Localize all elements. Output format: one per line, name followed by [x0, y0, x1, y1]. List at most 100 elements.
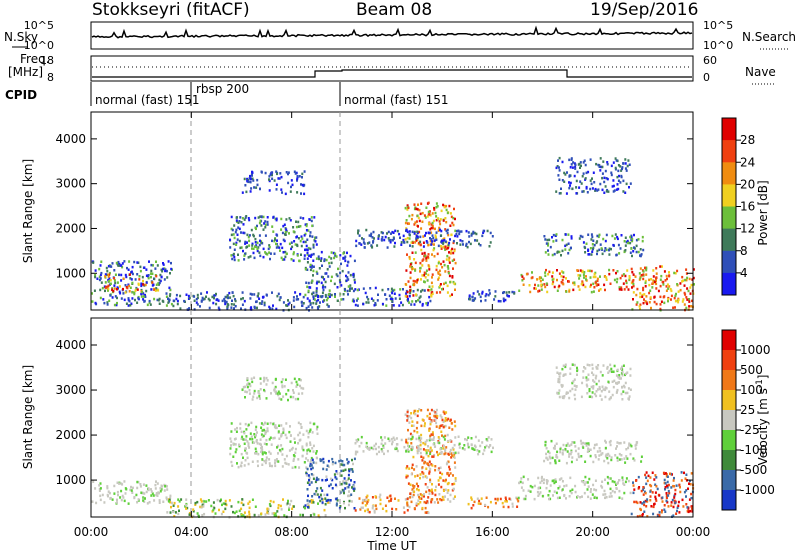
heat-cell: [560, 187, 562, 190]
heat-cell: [585, 444, 588, 447]
heat-cell: [346, 478, 349, 482]
heat-cell: [654, 491, 657, 494]
heat-cell: [294, 397, 297, 401]
heat-cell: [538, 492, 541, 496]
heat-cell: [438, 441, 441, 445]
heat-cell: [285, 171, 288, 174]
heat-cell: [625, 448, 628, 451]
heat-cell: [423, 495, 425, 498]
heat-cell: [229, 296, 232, 299]
heat-cell: [288, 430, 291, 434]
heat-cell: [587, 495, 590, 499]
heat-cell: [681, 280, 684, 283]
heat-cell: [430, 231, 433, 234]
heat-cell: [350, 479, 352, 482]
heat-cell: [230, 306, 233, 309]
heat-cell: [127, 297, 130, 300]
heat-cell: [427, 496, 430, 499]
heat-cell: [626, 269, 629, 272]
heat-cell: [111, 296, 114, 299]
heat-cell: [284, 233, 286, 236]
heat-cell: [234, 428, 237, 431]
heat-cell: [556, 371, 559, 374]
heat-cell: [477, 452, 480, 456]
heat-cell: [464, 438, 466, 441]
heat-cell: [556, 450, 559, 454]
heat-cell: [399, 236, 401, 239]
heat-cell: [431, 433, 434, 436]
heat-cell: [413, 223, 416, 226]
heat-cell: [321, 497, 323, 501]
heat-cell: [246, 385, 249, 389]
y-tick-label: 4000: [55, 338, 86, 352]
heat-cell: [620, 367, 622, 370]
heat-cell: [566, 442, 569, 445]
heat-cell: [276, 446, 278, 449]
heat-cell: [284, 230, 287, 234]
heat-cell: [278, 448, 281, 452]
heat-cell: [278, 246, 281, 249]
heat-cell: [544, 251, 547, 254]
heat-cell: [230, 430, 233, 433]
heat-cell: [545, 282, 548, 285]
heat-cell: [428, 285, 431, 288]
heat-cell: [126, 286, 129, 290]
heat-cell: [230, 444, 232, 447]
heat-cell: [591, 187, 594, 190]
heat-cell: [407, 299, 410, 303]
heat-cell: [315, 270, 318, 274]
heat-cell: [371, 506, 374, 510]
heat-cell: [622, 273, 625, 276]
heat-cell: [439, 284, 441, 288]
heat-cell: [256, 241, 259, 244]
heat-cell: [271, 177, 274, 180]
heat-cell: [682, 298, 685, 301]
heat-cell: [343, 289, 346, 293]
heat-cell: [472, 230, 475, 234]
heat-cell: [430, 419, 433, 422]
heat-cell: [585, 481, 588, 484]
heat-cell: [277, 430, 280, 433]
heat-cell: [310, 456, 313, 460]
heat-cell: [163, 267, 166, 270]
heat-cell: [281, 231, 284, 235]
heat-cell: [652, 275, 655, 278]
heat-cell: [215, 302, 218, 306]
heat-cell: [360, 506, 363, 509]
heat-cell: [568, 174, 571, 177]
heat-cell: [585, 242, 588, 245]
heat-region: [167, 291, 331, 312]
heat-cell: [437, 479, 440, 482]
heat-cell: [435, 425, 438, 428]
heat-cell: [624, 244, 627, 247]
heat-cell: [309, 428, 312, 431]
heat-cell: [165, 269, 168, 273]
heat-cell: [606, 475, 609, 479]
heat-cell: [662, 471, 665, 475]
heat-cell: [339, 505, 342, 508]
heat-cell: [581, 381, 584, 385]
heat-cell: [199, 498, 202, 501]
heat-cell: [254, 428, 257, 431]
heat-cell: [568, 181, 570, 184]
heat-cell: [423, 214, 426, 217]
heat-cell: [446, 284, 449, 288]
heat-cell: [278, 298, 281, 302]
heat-cell: [616, 441, 619, 444]
heat-cell: [305, 306, 308, 310]
heat-cell: [454, 477, 457, 480]
heat-cell: [307, 229, 310, 232]
heat-cell: [484, 299, 487, 302]
heat-cell: [409, 276, 412, 280]
heat-cell: [548, 455, 551, 458]
heat-cell: [664, 472, 667, 475]
heat-cell: [387, 230, 390, 234]
heat-cell: [664, 485, 667, 489]
heat-cell: [596, 249, 599, 253]
heat-cell: [240, 461, 243, 464]
heat-cell: [161, 270, 164, 273]
heat-cell: [429, 437, 431, 440]
heat-cell: [253, 433, 256, 436]
heat-cell: [402, 238, 405, 242]
heat-cell: [374, 504, 377, 507]
